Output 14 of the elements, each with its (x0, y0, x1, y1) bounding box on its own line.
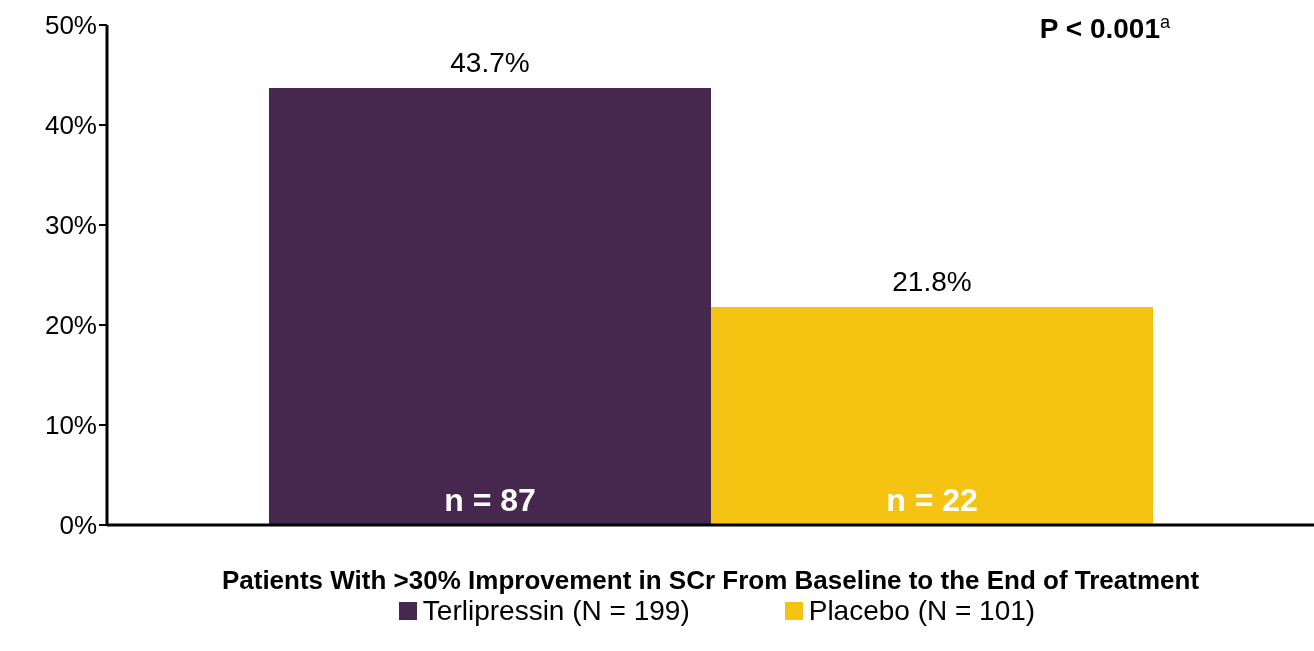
y-tick-label: 20% (44, 310, 97, 341)
data-label: 21.8% (892, 266, 972, 297)
legend-label: Placebo (N = 101) (808, 595, 1036, 627)
annotation: n = 87 (444, 482, 536, 518)
legend-label: Terlipressin (N = 199) (422, 595, 690, 627)
data-label: 43.7% (450, 47, 530, 78)
y-tick-label: 40% (44, 110, 97, 141)
y-tick-label: 50% (44, 10, 97, 41)
annotation: n = 22 (886, 482, 978, 518)
x-axis-title: Patients With >30% Improvement in SCr From Baseline to the End of Treatment (221, 565, 1200, 595)
y-tick-label: 0% (59, 510, 97, 541)
y-tick-label: 30% (44, 210, 97, 241)
y-tick-label: 10% (44, 410, 97, 441)
annotation: P < 0.001$^{a}$ (1039, 12, 1172, 44)
